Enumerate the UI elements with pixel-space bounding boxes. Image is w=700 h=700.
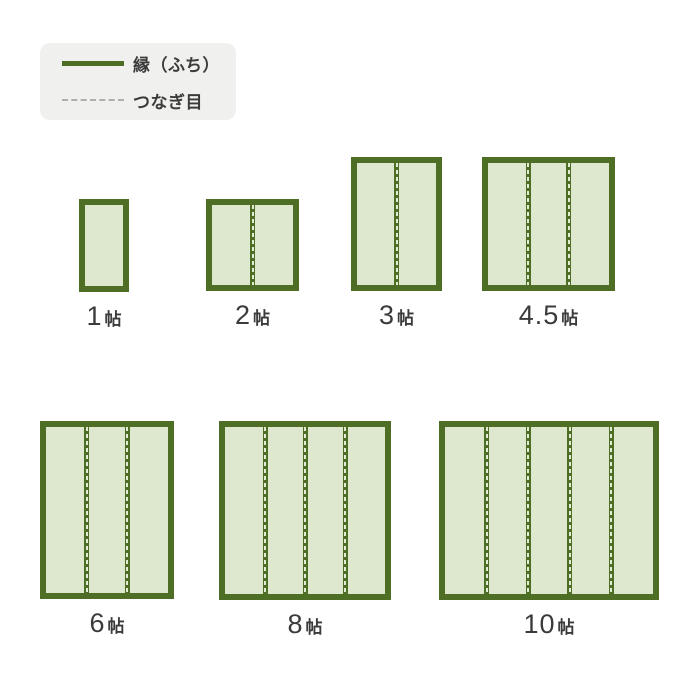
tatami-diagram-size-10: 10 帖 <box>439 421 659 640</box>
seam-dash-line <box>264 427 266 594</box>
seam-line <box>484 427 490 594</box>
seam-line <box>525 163 531 285</box>
size-number: 3 <box>378 300 396 330</box>
size-number: 2 <box>234 300 252 330</box>
size-unit: 帖 <box>561 309 579 328</box>
rug-outline <box>351 157 442 291</box>
seam-dash-line <box>527 163 530 285</box>
seam-line <box>302 427 308 594</box>
size-unit: 帖 <box>253 309 271 328</box>
seam-dash-line <box>395 163 398 285</box>
tatami-diagram-size-4-5: 4.5 帖 <box>482 157 615 331</box>
seam-line <box>567 427 573 594</box>
seam-dash-line <box>344 427 346 594</box>
seam-line <box>262 427 268 594</box>
rug-outline <box>40 421 174 599</box>
seam-dash-line <box>304 427 306 594</box>
seam-dash-line <box>85 427 88 593</box>
size-unit: 帖 <box>305 618 323 637</box>
seam-dash-line <box>485 427 488 594</box>
seam-dash-line <box>251 205 254 285</box>
size-label: 4.5 帖 <box>482 300 615 331</box>
size-unit: 帖 <box>107 617 125 636</box>
size-number: 8 <box>287 609 304 639</box>
size-number: 10 <box>523 609 556 639</box>
rug-outline <box>219 421 391 600</box>
edge-line-swatch <box>62 60 124 66</box>
size-unit: 帖 <box>557 618 575 637</box>
legend-label-seam: つなぎ目 <box>133 92 203 112</box>
seam-line <box>124 427 130 593</box>
legend: 縁（ふち） つなぎ目 <box>40 43 236 120</box>
seam-dash-line <box>568 427 571 594</box>
seam-dash-line <box>610 427 613 594</box>
size-number: 1 <box>86 301 103 331</box>
rug-outline <box>439 421 659 600</box>
seam-line <box>342 427 348 594</box>
seam-line-swatch <box>62 99 124 101</box>
seam-line <box>525 427 531 594</box>
seam-line <box>394 163 399 285</box>
legend-row-seam: つなぎ目 <box>62 88 236 113</box>
seam-line <box>84 427 90 593</box>
seam-dash-line <box>126 427 129 593</box>
seam-dash-line <box>527 427 530 594</box>
size-label: 10 帖 <box>439 609 659 640</box>
seam-line <box>250 205 255 285</box>
size-number: 6 <box>89 608 106 638</box>
seam-line <box>566 163 572 285</box>
size-number: 4.5 <box>518 300 560 330</box>
seam-line <box>608 427 614 594</box>
size-unit: 帖 <box>104 310 122 329</box>
seam-dash-line <box>567 163 570 285</box>
size-unit: 帖 <box>397 309 415 328</box>
rug-outline <box>206 199 299 291</box>
rug-outline <box>79 199 129 292</box>
rug-outline <box>482 157 615 291</box>
legend-label-edge: 縁（ふち） <box>133 55 220 75</box>
legend-row-edge: 縁（ふち） <box>62 51 236 76</box>
